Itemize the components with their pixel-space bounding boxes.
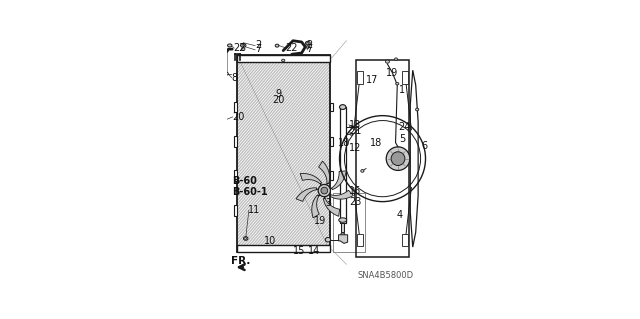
Bar bbox=[403, 71, 408, 84]
Ellipse shape bbox=[282, 59, 285, 62]
Polygon shape bbox=[300, 174, 322, 185]
Ellipse shape bbox=[339, 218, 347, 222]
Text: 18: 18 bbox=[338, 138, 350, 148]
Polygon shape bbox=[323, 197, 340, 216]
Ellipse shape bbox=[385, 60, 389, 63]
Polygon shape bbox=[339, 235, 348, 243]
Ellipse shape bbox=[241, 43, 246, 47]
Ellipse shape bbox=[307, 42, 309, 44]
Text: 7: 7 bbox=[307, 44, 313, 54]
Bar bbox=[234, 102, 237, 113]
Ellipse shape bbox=[305, 41, 310, 45]
Text: 22: 22 bbox=[285, 43, 298, 53]
Bar bbox=[357, 71, 363, 84]
Ellipse shape bbox=[242, 45, 244, 46]
Ellipse shape bbox=[415, 108, 419, 111]
Text: 18: 18 bbox=[370, 138, 382, 148]
Ellipse shape bbox=[395, 58, 397, 60]
Text: 20: 20 bbox=[232, 112, 244, 122]
Text: 2: 2 bbox=[255, 40, 262, 50]
Bar bbox=[330, 171, 333, 180]
Text: 3: 3 bbox=[326, 198, 332, 208]
Text: 19: 19 bbox=[314, 216, 326, 226]
Text: 16: 16 bbox=[349, 186, 362, 196]
Bar bbox=[403, 234, 408, 246]
Ellipse shape bbox=[325, 237, 331, 242]
Polygon shape bbox=[330, 190, 353, 199]
Text: 10: 10 bbox=[264, 236, 276, 246]
Text: SNA4B5800D: SNA4B5800D bbox=[358, 271, 413, 280]
Bar bbox=[237, 56, 330, 252]
Bar bbox=[237, 245, 330, 252]
Bar bbox=[234, 170, 237, 181]
Ellipse shape bbox=[340, 105, 346, 109]
Ellipse shape bbox=[350, 133, 353, 135]
Circle shape bbox=[321, 187, 328, 194]
Text: 15: 15 bbox=[293, 246, 305, 256]
Circle shape bbox=[386, 147, 410, 170]
Ellipse shape bbox=[340, 233, 345, 237]
Text: FR.: FR. bbox=[231, 256, 250, 266]
Ellipse shape bbox=[243, 237, 248, 240]
Text: 21: 21 bbox=[349, 126, 362, 136]
Bar bbox=[340, 107, 346, 223]
Bar bbox=[357, 234, 363, 246]
Text: 23: 23 bbox=[349, 197, 362, 207]
Text: 2: 2 bbox=[307, 40, 313, 50]
Bar bbox=[330, 137, 333, 146]
Text: 20: 20 bbox=[272, 95, 284, 105]
Polygon shape bbox=[296, 188, 318, 201]
Text: 1: 1 bbox=[399, 85, 405, 95]
Ellipse shape bbox=[225, 72, 228, 75]
Text: 9: 9 bbox=[276, 89, 282, 99]
Ellipse shape bbox=[361, 170, 364, 172]
Polygon shape bbox=[319, 161, 330, 184]
Ellipse shape bbox=[244, 238, 246, 239]
Text: 8: 8 bbox=[231, 73, 237, 83]
Text: 14: 14 bbox=[308, 246, 321, 256]
Text: 5: 5 bbox=[399, 134, 406, 144]
Bar bbox=[234, 205, 237, 216]
Ellipse shape bbox=[349, 125, 353, 128]
Circle shape bbox=[391, 152, 405, 166]
Bar bbox=[333, 193, 365, 252]
Ellipse shape bbox=[228, 44, 232, 47]
Polygon shape bbox=[331, 171, 346, 190]
Polygon shape bbox=[312, 195, 319, 218]
Circle shape bbox=[318, 184, 330, 197]
Bar bbox=[237, 56, 330, 62]
Ellipse shape bbox=[275, 44, 279, 47]
Bar bbox=[356, 60, 409, 257]
Ellipse shape bbox=[396, 83, 399, 85]
Text: 7: 7 bbox=[255, 44, 262, 54]
Bar bbox=[330, 103, 333, 111]
Text: 22: 22 bbox=[234, 43, 246, 53]
Text: 6: 6 bbox=[421, 141, 428, 151]
Text: 11: 11 bbox=[248, 205, 260, 215]
Text: B-60: B-60 bbox=[232, 176, 257, 186]
Bar bbox=[341, 223, 344, 232]
Text: 17: 17 bbox=[366, 75, 378, 85]
Text: 12: 12 bbox=[349, 143, 362, 152]
Text: 24: 24 bbox=[399, 122, 411, 132]
Ellipse shape bbox=[241, 48, 245, 50]
Text: 19: 19 bbox=[386, 68, 398, 78]
Text: 4: 4 bbox=[397, 210, 403, 220]
Text: 13: 13 bbox=[349, 120, 362, 130]
Text: B-60-1: B-60-1 bbox=[232, 187, 268, 197]
Ellipse shape bbox=[306, 46, 309, 48]
Bar bbox=[234, 136, 237, 147]
